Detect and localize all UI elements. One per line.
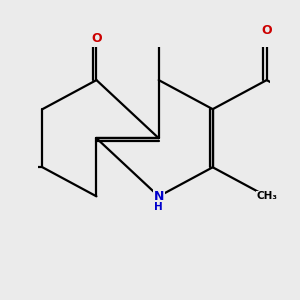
- Text: CH₃: CH₃: [256, 191, 277, 201]
- Text: H: H: [154, 202, 163, 212]
- Text: N: N: [154, 190, 164, 203]
- Text: O: O: [261, 24, 272, 37]
- Text: O: O: [91, 32, 102, 45]
